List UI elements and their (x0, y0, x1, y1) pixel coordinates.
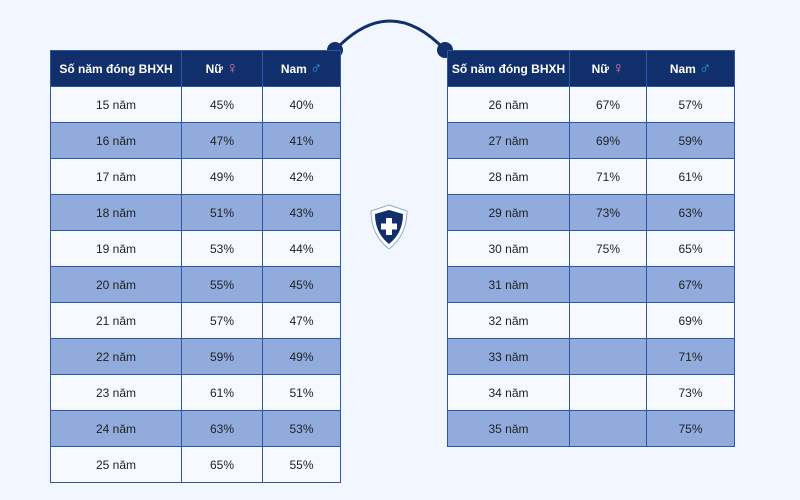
cell-male: 67% (646, 266, 735, 303)
table-row: 26 năm 67% 57% (447, 86, 735, 123)
cell-male: 63% (646, 194, 735, 231)
cell-female: 63% (181, 410, 263, 447)
male-icon: ♂ (699, 59, 712, 77)
cell-years: 22 năm (50, 338, 182, 375)
table-row: 32 năm 69% (447, 302, 735, 339)
female-icon: ♀ (226, 59, 239, 77)
cell-years: 25 năm (50, 446, 182, 483)
cell-male: 40% (262, 86, 341, 123)
table-row: 31 năm 67% (447, 266, 735, 303)
cell-years: 30 năm (447, 230, 570, 267)
cell-male: 75% (646, 410, 735, 447)
table-row: 27 năm 69% 59% (447, 122, 735, 159)
cell-male: 71% (646, 338, 735, 375)
header-female: Nữ ♀ (181, 50, 263, 87)
male-icon: ♂ (310, 59, 323, 77)
cell-years: 15 năm (50, 86, 182, 123)
cell-female: 57% (181, 302, 263, 339)
female-icon: ♀ (612, 59, 625, 77)
right-table: Số năm đóng BHXH Nữ ♀ Nam ♂ 26 năm 67% 57%… (447, 50, 735, 447)
cell-female (569, 266, 647, 303)
cell-male: 43% (262, 194, 341, 231)
cell-years: 31 năm (447, 266, 570, 303)
cell-years: 28 năm (447, 158, 570, 195)
table-row: 18 năm 51% 43% (50, 194, 341, 231)
table-row: 20 năm 55% 45% (50, 266, 341, 303)
table-row: 33 năm 71% (447, 338, 735, 375)
cell-male: 65% (646, 230, 735, 267)
cell-male: 42% (262, 158, 341, 195)
cell-years: 26 năm (447, 86, 570, 123)
cell-years: 18 năm (50, 194, 182, 231)
header-male: Nam ♂ (262, 50, 341, 87)
cell-female: 47% (181, 122, 263, 159)
cell-male: 45% (262, 266, 341, 303)
cell-female: 49% (181, 158, 263, 195)
table-row: 25 năm 65% 55% (50, 446, 341, 483)
cell-male: 69% (646, 302, 735, 339)
cell-female (569, 338, 647, 375)
cell-male: 49% (262, 338, 341, 375)
cell-male: 53% (262, 410, 341, 447)
cell-male: 59% (646, 122, 735, 159)
cell-female: 53% (181, 230, 263, 267)
cell-years: 35 năm (447, 410, 570, 447)
shield-cross-icon (370, 204, 408, 250)
cell-male: 44% (262, 230, 341, 267)
cell-female: 71% (569, 158, 647, 195)
cell-female: 55% (181, 266, 263, 303)
cell-years: 27 năm (447, 122, 570, 159)
cell-female: 61% (181, 374, 263, 411)
cell-female (569, 374, 647, 411)
header-years: Số năm đóng BHXH (447, 50, 570, 87)
cell-female: 59% (181, 338, 263, 375)
table-row: 17 năm 49% 42% (50, 158, 341, 195)
table-row: 19 năm 53% 44% (50, 230, 341, 267)
cell-female (569, 410, 647, 447)
table-row: 34 năm 73% (447, 374, 735, 411)
cell-years: 24 năm (50, 410, 182, 447)
table-row: 22 năm 59% 49% (50, 338, 341, 375)
table-row: 28 năm 71% 61% (447, 158, 735, 195)
cell-female: 75% (569, 230, 647, 267)
table-row: 24 năm 63% 53% (50, 410, 341, 447)
cell-years: 33 năm (447, 338, 570, 375)
table-row: 23 năm 61% 51% (50, 374, 341, 411)
cell-years: 20 năm (50, 266, 182, 303)
cell-years: 16 năm (50, 122, 182, 159)
cell-male: 47% (262, 302, 341, 339)
cell-female: 69% (569, 122, 647, 159)
cell-male: 61% (646, 158, 735, 195)
cell-years: 34 năm (447, 374, 570, 411)
cell-years: 19 năm (50, 230, 182, 267)
header-female: Nữ ♀ (569, 50, 647, 87)
cell-female: 73% (569, 194, 647, 231)
table-row: 16 năm 47% 41% (50, 122, 341, 159)
header-male: Nam ♂ (646, 50, 735, 87)
cell-years: 17 năm (50, 158, 182, 195)
cell-years: 29 năm (447, 194, 570, 231)
cell-male: 57% (646, 86, 735, 123)
cell-male: 51% (262, 374, 341, 411)
cell-female: 45% (181, 86, 263, 123)
cell-male: 73% (646, 374, 735, 411)
cell-female: 65% (181, 446, 263, 483)
cell-male: 41% (262, 122, 341, 159)
table-row: 30 năm 75% 65% (447, 230, 735, 267)
cell-male: 55% (262, 446, 341, 483)
cell-female: 51% (181, 194, 263, 231)
cell-female: 67% (569, 86, 647, 123)
header-years: Số năm đóng BHXH (50, 50, 182, 87)
cell-years: 21 năm (50, 302, 182, 339)
cell-years: 32 năm (447, 302, 570, 339)
table-row: 35 năm 75% (447, 410, 735, 447)
cell-female (569, 302, 647, 339)
table-row: 21 năm 57% 47% (50, 302, 341, 339)
left-table: Số năm đóng BHXH Nữ ♀ Nam ♂ 15 năm 45% 40%… (50, 50, 341, 483)
table-row: 29 năm 73% 63% (447, 194, 735, 231)
cell-years: 23 năm (50, 374, 182, 411)
table-row: 15 năm 45% 40% (50, 86, 341, 123)
